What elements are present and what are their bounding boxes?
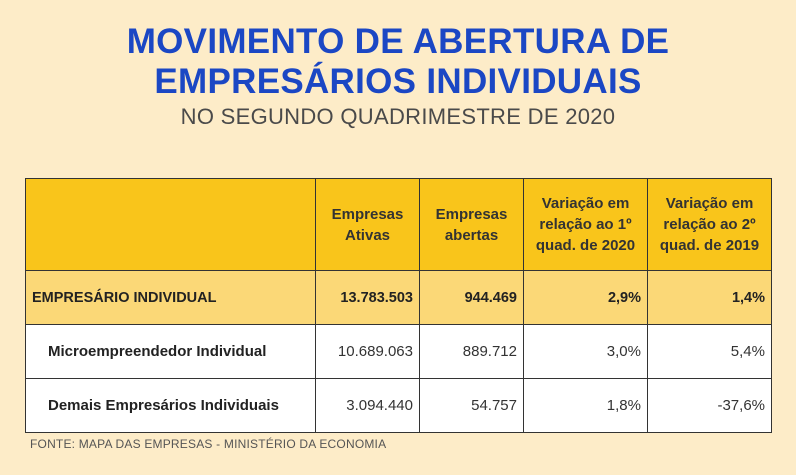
table-row-empresario-individual: EMPRESÁRIO INDIVIDUAL 13.783.503 944.469…: [25, 270, 772, 325]
cell-variacao-q2-2019: 1,4%: [647, 270, 772, 325]
cell-empresas-abertas: 889.712: [419, 324, 524, 379]
cell-variacao-q1-2020: 3,0%: [523, 324, 648, 379]
column-header-label: [25, 178, 316, 271]
cell-variacao-q2-2019: 5,4%: [647, 324, 772, 379]
column-header-empresas-abertas: Empresas abertas: [419, 178, 524, 271]
companies-table: Empresas Ativas Empresas abertas Variaçã…: [25, 178, 772, 433]
cell-empresas-abertas: 54.757: [419, 378, 524, 433]
page-title-line-1: MOVIMENTO DE ABERTURA DE: [126, 22, 670, 61]
cell-variacao-q2-2019: -37,6%: [647, 378, 772, 433]
row-label: Demais Empresários Individuais: [25, 378, 316, 433]
table-row-microempreendedor: Microempreendedor Individual 10.689.063 …: [25, 324, 772, 379]
cell-variacao-q1-2020: 1,8%: [523, 378, 648, 433]
table-header-row: Empresas Ativas Empresas abertas Variaçã…: [25, 178, 772, 271]
row-label: Microempreendedor Individual: [25, 324, 316, 379]
cell-empresas-ativas: 10.689.063: [315, 324, 420, 379]
cell-empresas-ativas: 3.094.440: [315, 378, 420, 433]
column-header-empresas-ativas: Empresas Ativas: [315, 178, 420, 271]
cell-empresas-abertas: 944.469: [419, 270, 524, 325]
source-note: FONTE: MAPA DAS EMPRESAS - MINISTÉRIO DA…: [30, 437, 387, 451]
row-label: EMPRESÁRIO INDIVIDUAL: [25, 270, 316, 325]
cell-empresas-ativas: 13.783.503: [315, 270, 420, 325]
page-subtitle: NO SEGUNDO QUADRIMESTRE DE 2020: [180, 104, 616, 129]
column-header-variacao-q2-2019: Variação em relação ao 2º quad. de 2019: [647, 178, 772, 271]
column-header-variacao-q1-2020: Variação em relação ao 1º quad. de 2020: [523, 178, 648, 271]
table-row-demais-empresarios: Demais Empresários Individuais 3.094.440…: [25, 378, 772, 433]
page-title-line-2: EMPRESÁRIOS INDIVIDUAIS: [154, 62, 642, 101]
cell-variacao-q1-2020: 2,9%: [523, 270, 648, 325]
